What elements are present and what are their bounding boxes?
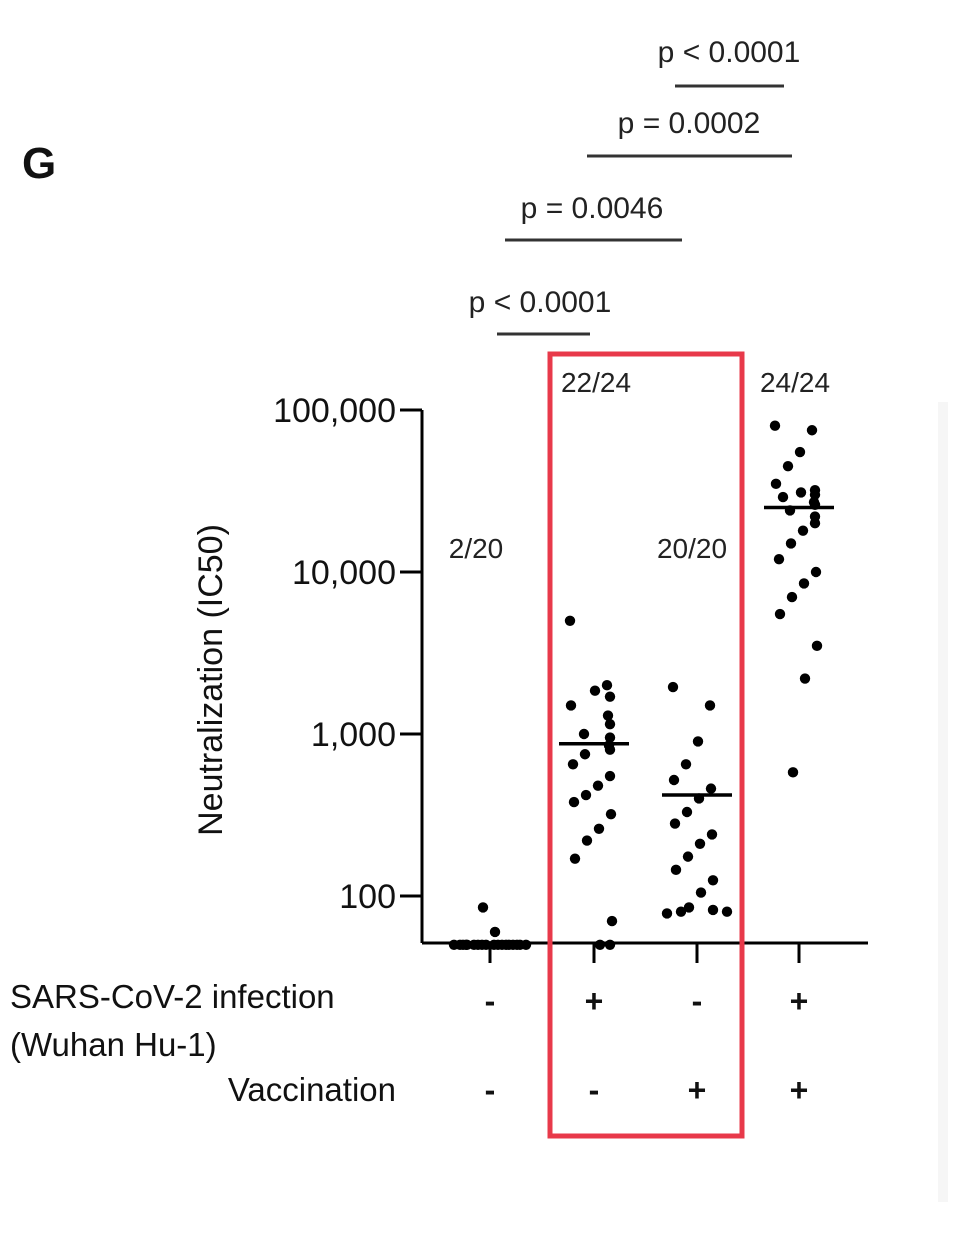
data-point [683,902,695,913]
data-point [782,460,794,472]
y-tick-label: 100 [339,878,396,916]
data-point [589,685,601,696]
responder-fraction: 24/24 [760,367,830,398]
data-point [605,808,617,820]
data-point [593,823,605,834]
data-point [769,420,781,431]
infection-sign: + [790,983,809,1019]
data-point [797,525,809,536]
data-point [604,770,616,782]
data-point [602,710,614,721]
data-point [785,538,797,549]
y-tick-label: 10,000 [292,554,396,592]
infection-sign: - [692,983,703,1019]
data-point [567,759,579,770]
responder-fraction: 22/24 [561,367,631,398]
data-point [670,864,682,876]
data-point [669,818,681,829]
y-tick-label: 1,000 [311,716,396,754]
data-point [578,728,590,740]
infection-sign: - [485,983,496,1019]
data-point [592,780,604,791]
data-point [667,681,679,693]
data-points [448,420,823,950]
data-point [448,939,460,950]
data-point [604,939,616,950]
vaccination-sign: - [589,1072,600,1108]
responder-fraction: 20/20 [657,533,727,564]
y-axis: 100 1,000 10,000 100,000 [273,392,424,943]
data-point [695,887,707,898]
data-point [787,767,799,778]
data-point [568,796,580,808]
vaccination-row-label: Vaccination [228,1071,396,1108]
data-point [604,732,616,743]
data-point [774,608,786,620]
data-point [798,578,810,589]
data-point [809,518,821,529]
data-point [489,926,501,938]
data-point [477,902,489,913]
data-point [706,829,718,840]
data-point [770,478,782,490]
data-point [569,853,581,864]
data-point [692,736,704,747]
y-axis-label: Neutralization (IC50) [192,524,230,836]
vaccination-sign: + [790,1072,809,1108]
infection-row-label: SARS-CoV-2 infection [10,978,335,1015]
data-point [606,915,618,927]
significance-brackets: p < 0.0001 p = 0.0046 p = 0.0002 p < 0.0001 [469,36,801,336]
data-point [704,700,716,711]
vaccination-sign: + [688,1072,707,1108]
data-point [810,566,822,578]
data-point [680,759,692,770]
data-point [773,553,785,565]
data-point [520,939,532,950]
data-point [694,838,706,850]
data-point [604,691,616,702]
p-value-label: p < 0.0001 [469,286,612,319]
data-point [794,446,806,458]
data-point [604,744,616,755]
data-point [564,615,576,626]
data-point [707,904,719,916]
data-point [661,908,673,919]
data-point [604,718,616,730]
data-point [795,487,807,498]
data-point [581,835,593,846]
responder-fraction: 2/20 [449,533,504,564]
infection-sign: + [585,983,604,1019]
data-point [811,640,823,652]
data-point [594,939,606,950]
condition-signs: - - + - - + + + [485,983,809,1108]
responder-fractions: 2/20 22/24 20/20 24/24 [449,367,830,564]
data-point [777,491,789,503]
data-point [705,783,717,794]
data-point [601,680,613,691]
page-edge-strip [938,402,948,1202]
data-point [707,875,719,886]
data-point [675,906,687,917]
p-value-label: p < 0.0001 [658,36,801,69]
data-point [799,673,811,684]
p-value-label: p = 0.0046 [521,192,664,225]
data-point [668,774,680,786]
highlight-box [547,351,745,1139]
p-value-label: p = 0.0002 [618,107,761,140]
data-point [682,851,694,862]
data-point [681,806,693,818]
data-point [786,591,798,603]
vaccination-sign: - [485,1072,496,1108]
panel-label: G [22,139,56,188]
data-point [806,425,818,436]
data-point [565,700,577,711]
data-point [580,789,592,801]
data-point [721,906,733,917]
median-lines [455,505,834,947]
data-point [579,749,591,760]
y-tick-label: 100,000 [273,392,396,430]
infection-row-sublabel: (Wuhan Hu-1) [10,1026,217,1063]
